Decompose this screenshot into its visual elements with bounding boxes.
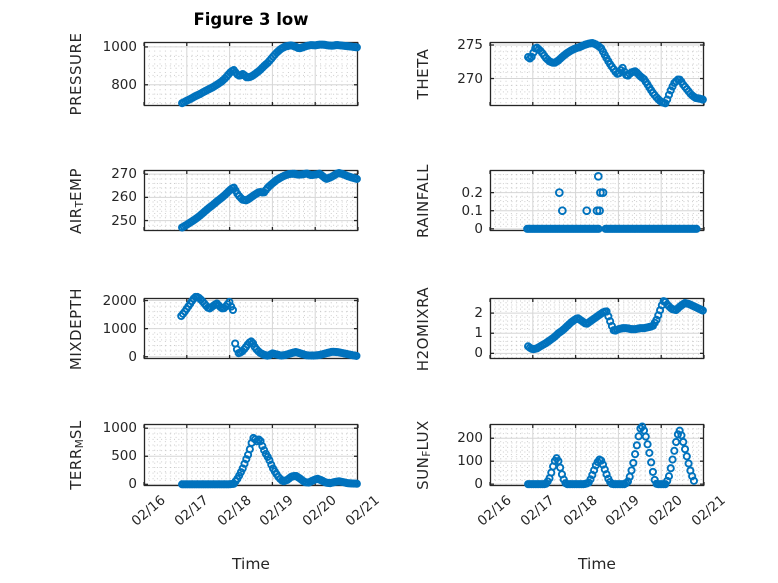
series-markers (178, 169, 361, 232)
y-tick-label: 0.1 (461, 202, 483, 219)
y-tick-label: 0 (474, 220, 483, 237)
subplot-mixdepth (143, 292, 361, 360)
y-tick-label: 0 (474, 345, 483, 362)
y-axis-label-text: SL (67, 420, 85, 440)
y-axis-label-text: TERR (67, 448, 85, 490)
y-tick-label: 1 (474, 325, 483, 342)
series-markers (524, 297, 707, 354)
y-axis-label-subscript: T (74, 200, 86, 207)
subplot-terr_msl (143, 423, 361, 489)
series-markers (177, 292, 361, 360)
y-tick-label: 1000 (102, 320, 137, 337)
axes-frame (489, 297, 705, 360)
y-axis-label-text: SUN (414, 456, 432, 490)
y-axis-label-sun_flux: SUN F LUX (411, 370, 435, 540)
subplot-pressure (143, 40, 361, 108)
y-tick-label: 2 (474, 305, 483, 322)
y-axis-label-text: THETA (414, 48, 432, 100)
y-tick-label: 1000 (102, 38, 137, 55)
minor-grid (490, 170, 704, 231)
series-markers (178, 40, 361, 108)
y-axis-label-subscript: F (421, 450, 433, 457)
y-tick-label: 1000 (102, 420, 137, 437)
y-axis-label-text: EMP (67, 167, 85, 201)
y-axis-label-text: LUX (414, 420, 432, 451)
y-tick-label: 500 (111, 448, 137, 465)
y-tick-label: 100 (457, 453, 483, 470)
series-markers (523, 171, 701, 233)
y-axis-label-text: RAINFALL (414, 163, 432, 238)
y-tick-label: 2000 (102, 292, 137, 309)
series-markers (178, 433, 361, 489)
y-tick-label: 0 (128, 348, 137, 365)
y-tick-label: 260 (111, 189, 137, 206)
subplot-h2omixra (489, 297, 707, 360)
figure-title: Figure 3 low (193, 10, 309, 29)
y-tick-label: 270 (111, 166, 137, 183)
series-markers (524, 39, 707, 108)
y-axis-label-text: MIXDEPTH (67, 287, 85, 370)
y-tick-label: 0.2 (461, 184, 483, 201)
y-tick-label: 0 (474, 476, 483, 493)
y-tick-label: 275 (457, 37, 483, 54)
y-tick-label: 0 (128, 476, 137, 493)
y-axis-label-subscript: M (74, 439, 86, 449)
y-axis-label-terr_msl: TERR M SL (64, 370, 88, 540)
y-axis-label-text: H2OMIXRA (414, 286, 432, 371)
y-tick-label: 250 (111, 212, 137, 229)
x-axis-label-left: Time (232, 555, 270, 573)
subplot-theta (489, 39, 707, 108)
series-markers (524, 422, 698, 489)
y-tick-label: 270 (457, 70, 483, 87)
x-axis-label-right: Time (578, 555, 616, 573)
y-tick-label: 800 (111, 76, 137, 93)
y-axis-label-text: PRESSURE (67, 32, 85, 116)
subplot-rainfall (489, 169, 705, 233)
y-axis-label-text: AIR (67, 206, 85, 234)
subplot-air_temp (143, 169, 361, 232)
subplot-sun_flux (489, 422, 705, 489)
y-tick-label: 200 (457, 430, 483, 447)
